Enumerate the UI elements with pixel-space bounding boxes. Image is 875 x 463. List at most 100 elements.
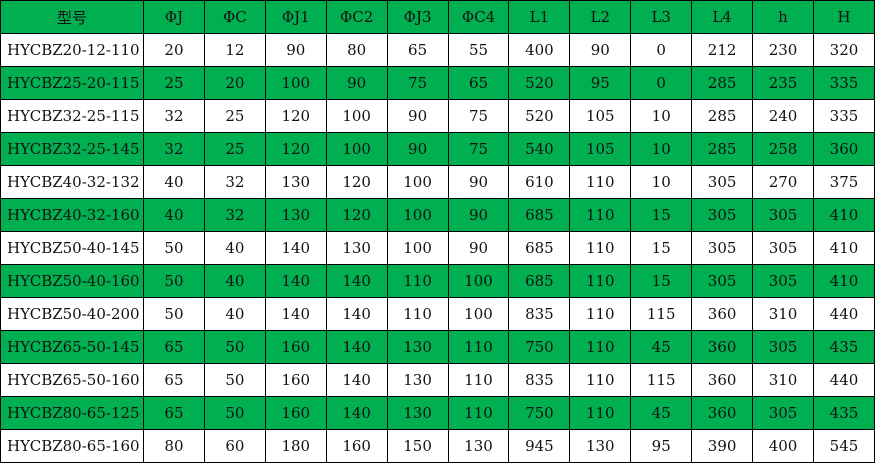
value-cell: 12 (203, 33, 266, 67)
value-cell: 10 (630, 99, 693, 133)
column-header: ΦJ (143, 0, 205, 34)
value-cell: 305 (752, 198, 814, 232)
value-cell: 140 (325, 264, 388, 298)
value-cell: 230 (752, 33, 814, 67)
value-cell: 520 (508, 66, 571, 100)
value-cell: 140 (325, 396, 388, 430)
value-cell: 115 (630, 297, 693, 331)
column-header: ΦJ1 (264, 0, 327, 34)
value-cell: 32 (143, 99, 205, 133)
value-cell: 835 (508, 297, 571, 331)
value-cell: 520 (508, 99, 571, 133)
table-row: HYCBZ32-25-145 32 25 120 100 90 75 540 105 10 285 2… (0, 132, 875, 166)
value-cell: 140 (325, 297, 388, 331)
value-cell: 10 (630, 165, 693, 199)
model-cell: HYCBZ65-50-160 (0, 363, 144, 397)
column-header: ΦC4 (447, 0, 510, 34)
model-cell: HYCBZ32-25-115 (0, 99, 144, 133)
value-cell: 110 (569, 330, 632, 364)
value-cell: 40 (143, 165, 205, 199)
value-cell: 258 (752, 132, 814, 166)
value-cell: 130 (264, 165, 327, 199)
table-row: HYCBZ50-40-200 50 40 140 140 110 100 835 110 115 3… (0, 297, 875, 331)
value-cell: 130 (447, 429, 510, 463)
value-cell: 0 (630, 33, 693, 67)
value-cell: 180 (264, 429, 327, 463)
value-cell: 100 (386, 165, 449, 199)
value-cell: 160 (264, 396, 327, 430)
value-cell: 120 (264, 132, 327, 166)
value-cell: 130 (386, 363, 449, 397)
column-header: 型号 (0, 0, 144, 34)
value-cell: 40 (203, 297, 266, 331)
value-cell: 160 (264, 363, 327, 397)
value-cell: 110 (386, 297, 449, 331)
value-cell: 400 (752, 429, 814, 463)
value-cell: 110 (447, 330, 510, 364)
value-cell: 140 (325, 330, 388, 364)
value-cell: 305 (691, 231, 754, 265)
value-cell: 40 (203, 231, 266, 265)
model-cell: HYCBZ32-25-145 (0, 132, 144, 166)
value-cell: 90 (325, 66, 388, 100)
value-cell: 95 (569, 66, 632, 100)
value-cell: 50 (143, 231, 205, 265)
value-cell: 100 (386, 231, 449, 265)
value-cell: 140 (264, 231, 327, 265)
model-cell: HYCBZ50-40-200 (0, 297, 144, 331)
value-cell: 610 (508, 165, 571, 199)
value-cell: 120 (325, 165, 388, 199)
value-cell: 410 (812, 264, 875, 298)
value-cell: 360 (812, 132, 875, 166)
value-cell: 360 (691, 363, 754, 397)
value-cell: 75 (447, 132, 510, 166)
value-cell: 80 (143, 429, 205, 463)
value-cell: 55 (447, 33, 510, 67)
value-cell: 90 (447, 231, 510, 265)
value-cell: 110 (386, 264, 449, 298)
table-row: HYCBZ32-25-115 32 25 120 100 90 75 520 105 10 285 2… (0, 99, 875, 133)
value-cell: 90 (447, 165, 510, 199)
value-cell: 240 (752, 99, 814, 133)
value-cell: 110 (569, 165, 632, 199)
value-cell: 90 (569, 33, 632, 67)
model-cell: HYCBZ50-40-160 (0, 264, 144, 298)
value-cell: 25 (143, 66, 205, 100)
value-cell: 410 (812, 198, 875, 232)
value-cell: 130 (569, 429, 632, 463)
value-cell: 32 (143, 132, 205, 166)
value-cell: 375 (812, 165, 875, 199)
value-cell: 65 (143, 330, 205, 364)
table-row: HYCBZ80-65-125 65 50 160 140 130 110 750 110 45 36… (0, 396, 875, 430)
value-cell: 130 (325, 231, 388, 265)
value-cell: 100 (386, 198, 449, 232)
value-cell: 335 (812, 99, 875, 133)
value-cell: 335 (812, 66, 875, 100)
value-cell: 15 (630, 264, 693, 298)
value-cell: 310 (752, 363, 814, 397)
value-cell: 120 (264, 99, 327, 133)
value-cell: 120 (325, 198, 388, 232)
value-cell: 305 (752, 330, 814, 364)
value-cell: 75 (447, 99, 510, 133)
value-cell: 60 (203, 429, 266, 463)
value-cell: 90 (386, 99, 449, 133)
value-cell: 100 (447, 264, 510, 298)
value-cell: 235 (752, 66, 814, 100)
value-cell: 45 (630, 330, 693, 364)
value-cell: 105 (569, 132, 632, 166)
value-cell: 285 (691, 99, 754, 133)
value-cell: 90 (447, 198, 510, 232)
value-cell: 100 (325, 132, 388, 166)
value-cell: 65 (143, 396, 205, 430)
value-cell: 25 (203, 99, 266, 133)
column-header: ΦC2 (325, 0, 388, 34)
value-cell: 750 (508, 330, 571, 364)
table-row: HYCBZ25-20-115 25 20 100 90 75 65 520 95 0 285 235 3… (0, 66, 875, 100)
value-cell: 50 (143, 297, 205, 331)
value-cell: 32 (203, 198, 266, 232)
value-cell: 212 (691, 33, 754, 67)
model-cell: HYCBZ80-65-125 (0, 396, 144, 430)
value-cell: 65 (447, 66, 510, 100)
value-cell: 400 (508, 33, 571, 67)
